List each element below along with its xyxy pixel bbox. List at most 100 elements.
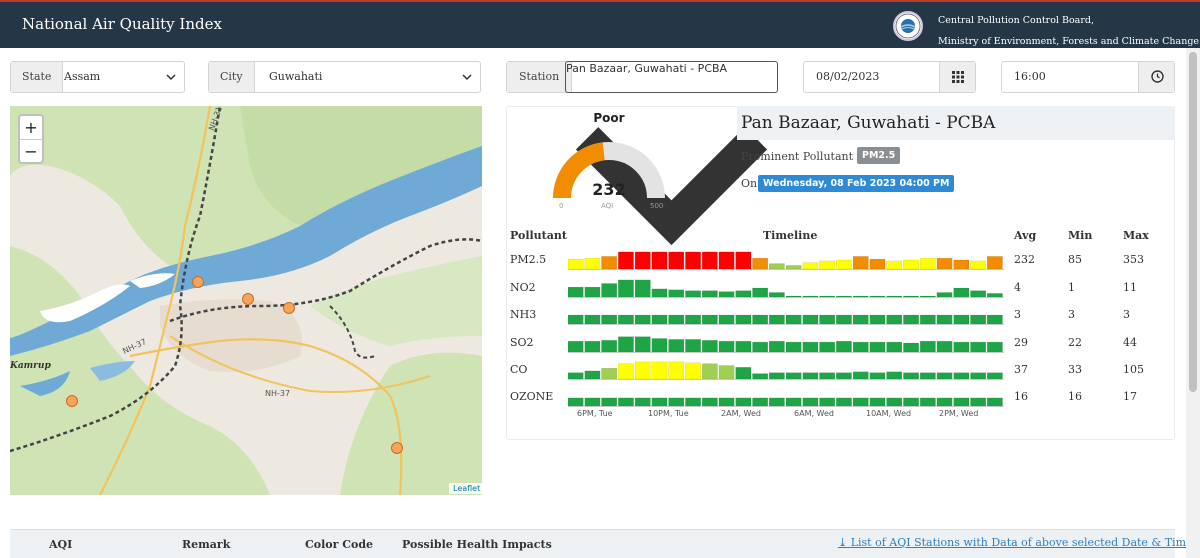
timeline-bar[interactable] — [735, 397, 752, 407]
timeline-bar[interactable] — [903, 259, 919, 270]
timeline-bar[interactable] — [970, 341, 987, 353]
timeline-bar[interactable] — [634, 279, 651, 298]
timeline-bar[interactable] — [668, 361, 685, 380]
timeline-bar[interactable] — [936, 314, 953, 325]
timeline-bar[interactable] — [718, 397, 735, 407]
timeline-bar[interactable] — [752, 397, 769, 407]
page-scrollbar[interactable] — [1186, 48, 1200, 558]
timeline-bar[interactable] — [903, 372, 919, 380]
timeline-bar[interactable] — [668, 314, 685, 325]
timeline-bar[interactable] — [718, 314, 735, 325]
timeline-bar[interactable] — [601, 314, 618, 325]
timeline-bar[interactable] — [768, 263, 785, 270]
timeline-bar[interactable] — [953, 341, 970, 353]
timeline-bar[interactable] — [886, 314, 903, 325]
timeline-bar[interactable] — [768, 340, 785, 353]
timeline-bar[interactable] — [735, 314, 752, 325]
timeline-bar[interactable] — [768, 292, 785, 298]
timeline-bar[interactable] — [584, 286, 601, 298]
timeline-bar[interactable] — [802, 397, 819, 407]
timeline-bar[interactable] — [936, 372, 953, 380]
timeline-bar[interactable] — [819, 341, 836, 353]
timeline-bar[interactable] — [836, 397, 852, 407]
timeline-bar[interactable] — [886, 371, 903, 380]
timeline-bar[interactable] — [903, 295, 919, 298]
timeline-bar[interactable] — [601, 340, 618, 353]
timeline-bar[interactable] — [802, 372, 819, 380]
timeline-bar[interactable] — [634, 314, 651, 325]
timeline-bar[interactable] — [869, 397, 886, 407]
station-select[interactable]: Pan Bazaar, Guwahati - PCBA — [565, 61, 778, 246]
timeline-bar[interactable] — [584, 257, 601, 270]
timeline-bar[interactable] — [735, 290, 752, 298]
timeline-bar[interactable] — [836, 340, 852, 353]
timeline-bar[interactable] — [701, 397, 718, 407]
timeline-bar[interactable] — [601, 283, 618, 298]
timeline-bar[interactable] — [886, 260, 903, 270]
timeline-bar[interactable] — [852, 295, 869, 298]
timeline-bar[interactable] — [701, 251, 718, 270]
timeline-bar[interactable] — [634, 361, 651, 380]
timeline-bar[interactable] — [852, 314, 869, 325]
timeline-bar[interactable] — [869, 341, 886, 353]
timeline-bar[interactable] — [936, 257, 953, 270]
timeline-bar[interactable] — [768, 397, 785, 407]
timeline-bar[interactable] — [986, 293, 1003, 298]
timeline-bar[interactable] — [986, 256, 1003, 270]
timeline-bar[interactable] — [685, 251, 701, 270]
timeline-bar[interactable] — [668, 397, 685, 407]
timeline-bar[interactable] — [919, 314, 936, 325]
timeline-bar[interactable] — [819, 314, 836, 325]
timeline-bar[interactable] — [685, 314, 701, 325]
time-filter[interactable]: 16:00 — [1001, 61, 1175, 93]
timeline-bar[interactable] — [651, 251, 668, 270]
timeline-bar[interactable] — [903, 342, 919, 353]
timeline-bar[interactable] — [852, 397, 869, 407]
timeline-bar[interactable] — [752, 373, 769, 380]
map-attribution[interactable]: Leaflet — [449, 483, 485, 494]
date-filter[interactable]: 08/02/2023 — [803, 61, 976, 93]
timeline-bar[interactable] — [919, 257, 936, 270]
timeline-bar[interactable] — [836, 259, 852, 270]
timeline-bar[interactable] — [651, 338, 668, 353]
timeline-bar[interactable] — [852, 256, 869, 270]
timeline-bar[interactable] — [618, 251, 634, 270]
timeline-bar[interactable] — [668, 289, 685, 298]
timeline-bar[interactable] — [819, 260, 836, 270]
calendar-button[interactable] — [939, 62, 975, 92]
zoom-in-button[interactable]: + — [24, 118, 38, 137]
timeline-bar[interactable] — [953, 397, 970, 407]
timeline-bar[interactable] — [618, 279, 634, 298]
timeline-bar[interactable] — [919, 340, 936, 353]
timeline-bar[interactable] — [701, 363, 718, 380]
timeline-bar[interactable] — [970, 260, 987, 270]
timeline-bar[interactable] — [986, 372, 1003, 380]
timeline-bar[interactable] — [903, 397, 919, 407]
timeline-bar[interactable] — [919, 295, 936, 298]
timeline-bar[interactable] — [718, 365, 735, 380]
timeline-bar[interactable] — [836, 372, 852, 380]
timeline-bar[interactable] — [601, 397, 618, 407]
timeline-bar[interactable] — [718, 251, 735, 270]
timeline-bar[interactable] — [802, 341, 819, 353]
timeline-bar[interactable] — [568, 286, 584, 298]
timeline-bar[interactable] — [936, 340, 953, 353]
timeline-bar[interactable] — [651, 314, 668, 325]
timeline-bar[interactable] — [802, 262, 819, 270]
timeline-bar[interactable] — [701, 340, 718, 353]
timeline-bar[interactable] — [568, 258, 584, 270]
timeline-bar[interactable] — [953, 372, 970, 380]
timeline-bar[interactable] — [819, 295, 836, 298]
timeline-bar[interactable] — [970, 290, 987, 298]
timeline-bar[interactable] — [986, 341, 1003, 353]
timeline-bar[interactable] — [618, 363, 634, 380]
timeline-bar[interactable] — [768, 372, 785, 380]
zoom-out-button[interactable]: − — [24, 142, 38, 161]
timeline-bar[interactable] — [970, 372, 987, 380]
timeline-bar[interactable] — [986, 314, 1003, 325]
timeline-bar[interactable] — [568, 372, 584, 380]
timeline-bar[interactable] — [819, 397, 836, 407]
timeline-bar[interactable] — [752, 314, 769, 325]
timeline-bar[interactable] — [634, 251, 651, 270]
timeline-bar[interactable] — [584, 340, 601, 353]
